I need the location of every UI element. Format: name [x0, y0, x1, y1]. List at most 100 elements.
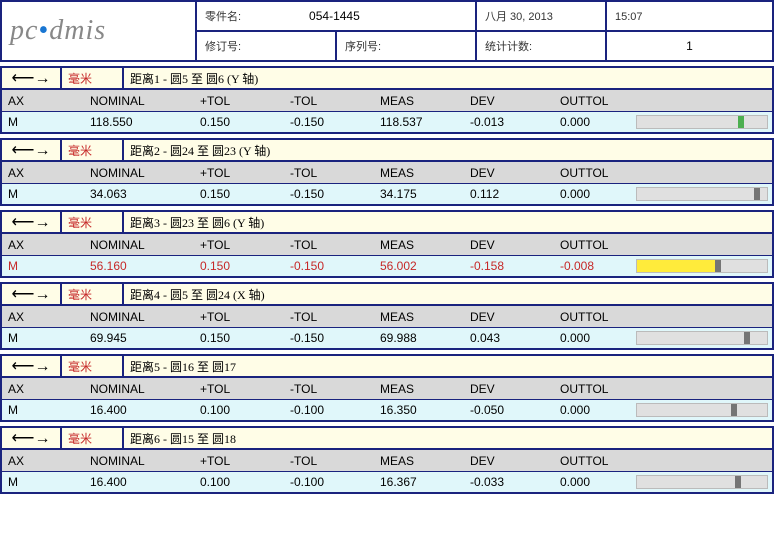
- stats-label: 统计计数:: [485, 41, 532, 53]
- column-header-row: AXNOMINAL+TOL-TOLMEASDEVOUTTOL: [0, 306, 774, 328]
- val-outtol: 0.000: [554, 184, 636, 204]
- col-ptol: +TOL: [194, 450, 284, 471]
- col-nominal: NOMINAL: [84, 90, 194, 111]
- tol-marker: [744, 332, 750, 344]
- section-description: 距离5 - 圆16 至 圆17: [124, 356, 772, 376]
- col-bar: [636, 90, 772, 111]
- val-nominal: 56.160: [84, 256, 194, 276]
- unit-label: 毫米: [62, 356, 124, 376]
- value-row: M16.4000.100-0.10016.350-0.0500.000: [0, 400, 774, 422]
- logo-dmis: dmis: [49, 15, 106, 46]
- value-row: M69.9450.150-0.15069.9880.0430.000: [0, 328, 774, 350]
- val-dev: 0.043: [464, 328, 554, 348]
- measurement-section: ⟵→毫米距离2 - 圆24 至 圆23 (Y 轴)AXNOMINAL+TOL-T…: [0, 138, 774, 206]
- column-header-row: AXNOMINAL+TOL-TOLMEASDEVOUTTOL: [0, 378, 774, 400]
- col-dev: DEV: [464, 234, 554, 255]
- col-meas: MEAS: [374, 450, 464, 471]
- col-nominal: NOMINAL: [84, 234, 194, 255]
- col-ptol: +TOL: [194, 162, 284, 183]
- tol-marker: [715, 260, 721, 272]
- unit-label: 毫米: [62, 140, 124, 160]
- col-nominal: NOMINAL: [84, 378, 194, 399]
- col-meas: MEAS: [374, 306, 464, 327]
- col-ax: AX: [2, 378, 84, 399]
- logo: pc•dmis: [10, 15, 106, 46]
- val-ax: M: [2, 400, 84, 420]
- tol-marker: [738, 116, 744, 128]
- measurement-section: ⟵→毫米距离6 - 圆15 至 圆18AXNOMINAL+TOL-TOLMEAS…: [0, 426, 774, 494]
- val-meas: 16.367: [374, 472, 464, 492]
- col-dev: DEV: [464, 450, 554, 471]
- rev-label: 修订号:: [205, 41, 241, 53]
- part-value: 054-1445: [244, 9, 424, 23]
- tol-marker: [735, 476, 741, 488]
- col-outtol: OUTTOL: [554, 162, 636, 183]
- val-dev: -0.158: [464, 256, 554, 276]
- col-mtol: -TOL: [284, 450, 374, 471]
- stats-value-cell: 1: [606, 31, 773, 61]
- col-dev: DEV: [464, 162, 554, 183]
- val-nominal: 34.063: [84, 184, 194, 204]
- col-ax: AX: [2, 306, 84, 327]
- col-bar: [636, 162, 772, 183]
- section-header: ⟵→毫米距离5 - 圆16 至 圆17: [0, 354, 774, 378]
- section-header: ⟵→毫米距离6 - 圆15 至 圆18: [0, 426, 774, 450]
- measurement-section: ⟵→毫米距离1 - 圆5 至 圆6 (Y 轴)AXNOMINAL+TOL-TOL…: [0, 66, 774, 134]
- logo-cell: pc•dmis: [1, 1, 196, 61]
- unit-label: 毫米: [62, 284, 124, 304]
- date-cell: 八月 30, 2013: [476, 1, 606, 31]
- col-outtol: OUTTOL: [554, 378, 636, 399]
- tolerance-bar: [636, 331, 768, 345]
- rev-serial-cell: 修订号: 序列号:: [196, 31, 476, 61]
- part-cell: 零件名: 054-1445: [196, 1, 476, 31]
- col-mtol: -TOL: [284, 90, 374, 111]
- val-meas: 56.002: [374, 256, 464, 276]
- time-value: 15:07: [615, 11, 643, 23]
- val-nominal: 118.550: [84, 112, 194, 132]
- col-nominal: NOMINAL: [84, 450, 194, 471]
- col-meas: MEAS: [374, 90, 464, 111]
- val-ax: M: [2, 184, 84, 204]
- col-meas: MEAS: [374, 378, 464, 399]
- tol-fill: [637, 260, 715, 272]
- col-nominal: NOMINAL: [84, 306, 194, 327]
- section-description: 距离4 - 圆5 至 圆24 (X 轴): [124, 284, 772, 304]
- section-description: 距离6 - 圆15 至 圆18: [124, 428, 772, 448]
- val-ax: M: [2, 256, 84, 276]
- val-ptol: 0.150: [194, 328, 284, 348]
- column-header-row: AXNOMINAL+TOL-TOLMEASDEVOUTTOL: [0, 162, 774, 184]
- col-mtol: -TOL: [284, 162, 374, 183]
- measurement-section: ⟵→毫米距离5 - 圆16 至 圆17AXNOMINAL+TOL-TOLMEAS…: [0, 354, 774, 422]
- arrow-icon: ⟵→: [2, 212, 62, 232]
- tolerance-bar-cell: [636, 472, 772, 492]
- tolerance-bar: [636, 259, 768, 273]
- col-ptol: +TOL: [194, 234, 284, 255]
- col-bar: [636, 450, 772, 471]
- val-outtol: 0.000: [554, 472, 636, 492]
- col-ax: AX: [2, 234, 84, 255]
- section-header: ⟵→毫米距离4 - 圆5 至 圆24 (X 轴): [0, 282, 774, 306]
- unit-label: 毫米: [62, 68, 124, 88]
- col-outtol: OUTTOL: [554, 234, 636, 255]
- val-dev: -0.050: [464, 400, 554, 420]
- value-row: M34.0630.150-0.15034.1750.1120.000: [0, 184, 774, 206]
- section-header: ⟵→毫米距离2 - 圆24 至 圆23 (Y 轴): [0, 138, 774, 162]
- val-nominal: 69.945: [84, 328, 194, 348]
- col-ptol: +TOL: [194, 378, 284, 399]
- logo-pc: pc: [10, 15, 38, 46]
- col-ax: AX: [2, 450, 84, 471]
- section-header: ⟵→毫米距离3 - 圆23 至 圆6 (Y 轴): [0, 210, 774, 234]
- tolerance-bar-cell: [636, 256, 772, 276]
- val-meas: 34.175: [374, 184, 464, 204]
- col-nominal: NOMINAL: [84, 162, 194, 183]
- tolerance-bar: [636, 187, 768, 201]
- val-mtol: -0.100: [284, 472, 374, 492]
- column-header-row: AXNOMINAL+TOL-TOLMEASDEVOUTTOL: [0, 90, 774, 112]
- measurement-section: ⟵→毫米距离3 - 圆23 至 圆6 (Y 轴)AXNOMINAL+TOL-TO…: [0, 210, 774, 278]
- val-meas: 118.537: [374, 112, 464, 132]
- tolerance-bar-cell: [636, 400, 772, 420]
- val-mtol: -0.150: [284, 328, 374, 348]
- val-meas: 16.350: [374, 400, 464, 420]
- val-ptol: 0.100: [194, 472, 284, 492]
- arrow-icon: ⟵→: [2, 356, 62, 376]
